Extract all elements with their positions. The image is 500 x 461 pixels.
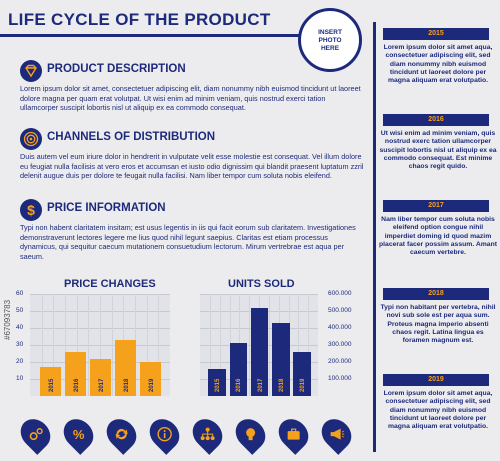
bar-category-label: 2016 xyxy=(236,378,243,392)
grid-line xyxy=(158,294,160,396)
bar-category-label: 2017 xyxy=(98,378,105,392)
y-tick-label: 40 xyxy=(16,324,24,331)
bar xyxy=(40,367,62,396)
grid-line xyxy=(100,294,101,396)
timeline-text: Ut wisi enim ad minim veniam, quis nostr… xyxy=(379,130,497,171)
stock-id: #67093783 xyxy=(3,299,12,340)
units-chart-title: UNITS SOLD xyxy=(228,278,295,290)
timeline-text: Nam liber tempor cum soluta nobis eleife… xyxy=(379,216,497,257)
timeline-text: Lorem ipsum dolor sit amet aqua, consect… xyxy=(383,390,493,431)
timeline-year-badge: 2018 xyxy=(383,288,489,300)
section-text: Lorem ipsum dolor sit amet, consectetuer… xyxy=(20,84,361,113)
bar xyxy=(65,351,87,396)
bar xyxy=(208,368,227,396)
timeline-text: Lorem ipsum dolor sit amet aqua, consect… xyxy=(383,44,493,85)
grid-line xyxy=(219,294,221,396)
bar xyxy=(292,351,311,396)
grid-line xyxy=(65,294,66,396)
grid-line xyxy=(209,294,211,396)
section-title: PRICE INFORMATION xyxy=(47,202,166,214)
grid-line xyxy=(53,294,55,396)
percent-icon: % xyxy=(57,413,100,455)
section-title: CHANNELS OF DISTRIBUTION xyxy=(47,131,216,143)
timeline-text: Typi non habitant per vertebra, nihil no… xyxy=(380,304,496,345)
timeline-year-badge: 2019 xyxy=(383,374,489,386)
bar-category-label: 2018 xyxy=(123,378,130,392)
bar-category-label: 2015 xyxy=(48,378,55,392)
photo-placeholder: INSERT PHOTO HERE xyxy=(298,8,362,72)
y-tick-label: 600.000 xyxy=(328,290,352,297)
grid-line xyxy=(308,294,310,396)
page-title: LIFE CYCLE OF THE PRODUCT xyxy=(8,10,271,29)
y-tick-label: 20 xyxy=(16,358,24,365)
grid-line xyxy=(268,294,270,396)
y-tick-label: 200.000 xyxy=(328,358,352,365)
grid-line xyxy=(76,294,78,396)
bar-category-label: 2019 xyxy=(299,378,306,392)
bar-category-label: 2015 xyxy=(215,378,222,392)
title-rule xyxy=(0,34,300,37)
bar xyxy=(229,343,248,396)
section-price-information: $ PRICE INFORMATION Typi non habent clar… xyxy=(20,199,365,269)
svg-text:%: % xyxy=(72,427,84,442)
gears-icon xyxy=(14,413,57,455)
timeline-year-badge: 2015 xyxy=(383,28,489,40)
bar xyxy=(140,362,162,396)
megaphone-icon xyxy=(315,413,358,455)
grid-line xyxy=(298,294,300,396)
bar xyxy=(250,307,269,396)
section-text: Duis autem vel eum iriure dolor in hendr… xyxy=(20,152,364,181)
units-chart-plot: 2015 2016 2017 2018 2019 xyxy=(200,294,318,396)
timeline-year-badge: 2016 xyxy=(383,114,489,126)
section-product-description: PRODUCT DESCRIPTION Lorem ipsum dolor si… xyxy=(20,60,365,125)
grid-line xyxy=(249,294,251,396)
timeline-line xyxy=(373,22,376,452)
grid-line xyxy=(146,294,148,396)
section-channels: CHANNELS OF DISTRIBUTION Duis autem vel … xyxy=(20,128,365,198)
bar-category-label: 2019 xyxy=(148,378,155,392)
info-icon xyxy=(143,413,186,455)
section-title: PRODUCT DESCRIPTION xyxy=(47,63,186,75)
bar xyxy=(90,358,112,396)
network-icon xyxy=(186,413,229,455)
grid-line xyxy=(41,294,43,396)
y-tick-label: 300.000 xyxy=(328,341,352,348)
grid-line xyxy=(111,294,113,396)
bar-category-label: 2016 xyxy=(73,378,80,392)
price-chart-plot: 2015 2016 2017 2018 2019 xyxy=(30,294,170,396)
section-text: Typi non habent claritatem insitam; est … xyxy=(20,223,356,261)
bar xyxy=(271,322,290,396)
briefcase-icon xyxy=(272,413,315,455)
y-tick-label: 100.000 xyxy=(328,375,352,382)
bar-category-label: 2017 xyxy=(257,378,264,392)
y-tick-label: 60 xyxy=(16,290,24,297)
grid-line xyxy=(88,294,90,396)
target-icon xyxy=(20,128,42,150)
y-tick-label: 10 xyxy=(16,375,24,382)
y-tick-label: 400.000 xyxy=(328,324,352,331)
lightbulb-icon xyxy=(229,413,272,455)
dollar-icon: $ xyxy=(20,199,42,221)
svg-text:$: $ xyxy=(27,202,35,218)
recycle-icon xyxy=(100,413,143,455)
diamond-icon xyxy=(20,60,42,82)
bar-category-label: 2018 xyxy=(278,378,285,392)
y-tick-label: 50 xyxy=(16,307,24,314)
bar xyxy=(115,339,137,396)
y-tick-label: 30 xyxy=(16,341,24,348)
y-tick-label: 500.000 xyxy=(328,307,352,314)
timeline-year-badge: 2017 xyxy=(383,200,489,212)
price-chart-title: PRICE CHANGES xyxy=(64,278,156,290)
